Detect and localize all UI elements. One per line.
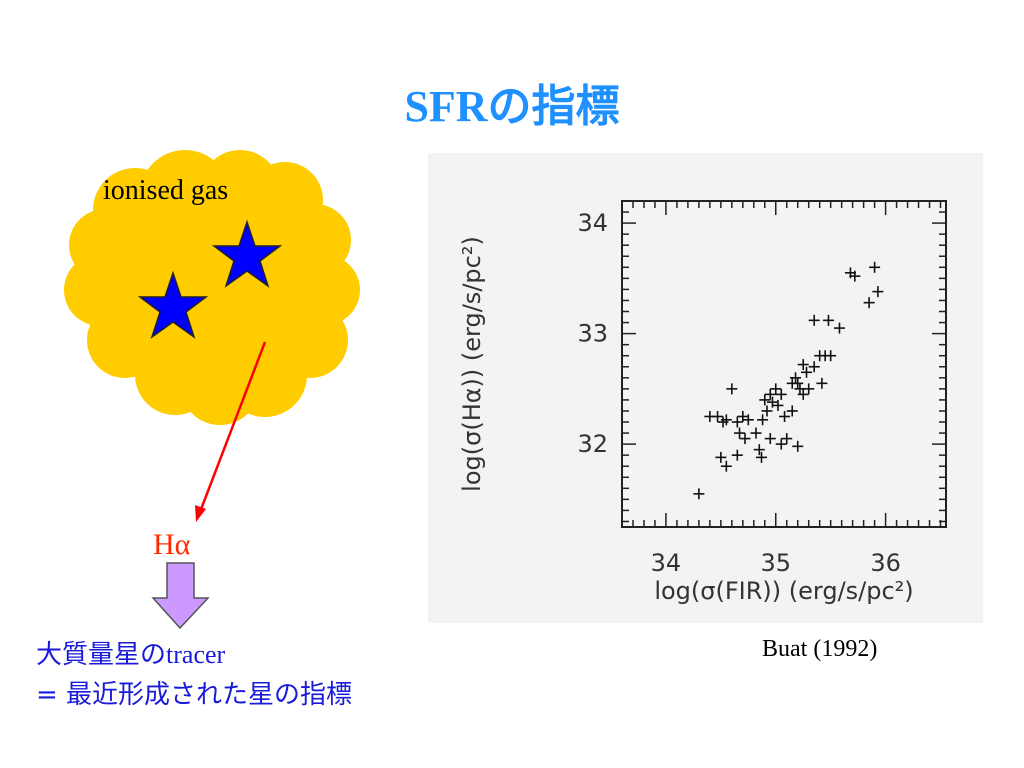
ionised-gas-cloud [64, 150, 360, 425]
x-tick-label: 36 [870, 549, 901, 577]
x-tick-label: 35 [760, 549, 791, 577]
y-axis-label: log(σ(Hα)) (erg/s/pc²) [458, 236, 486, 492]
data-point [808, 361, 820, 373]
data-point [797, 388, 809, 400]
data-point [790, 372, 802, 384]
star-icon [211, 219, 283, 288]
data-point [863, 297, 875, 309]
slide-title: SFRの指標 [404, 82, 620, 131]
scatter-plot-panel: 34 35 36 32 33 34 log(σ(FIR)) (erg/s/pc²) log… [428, 153, 983, 623]
data-point [786, 405, 798, 417]
data-point [720, 460, 732, 472]
data-point [731, 416, 743, 428]
data-point [755, 451, 767, 463]
data-point [869, 261, 881, 273]
data-point [734, 427, 746, 439]
data-point [779, 410, 791, 422]
data-point [693, 488, 705, 500]
data-point [822, 314, 834, 326]
data-point [770, 383, 782, 395]
data-point [808, 314, 820, 326]
data-point [759, 394, 771, 406]
tracer-en: tracer [166, 640, 226, 669]
emission-arrow [198, 341, 267, 513]
data-point [715, 451, 727, 463]
data-point [797, 359, 809, 371]
data-point [801, 366, 813, 378]
data-point [816, 377, 828, 389]
data-point [775, 438, 787, 450]
data-point [726, 383, 738, 395]
tracer-text: 大質量星のtracer [36, 634, 225, 671]
data-point [764, 388, 776, 400]
data-point [775, 388, 787, 400]
y-tick-label: 34 [577, 209, 608, 237]
data-point [761, 405, 773, 417]
y-tick-label: 33 [577, 320, 608, 348]
data-point [764, 433, 776, 445]
star-icon [137, 270, 209, 339]
data-point [731, 449, 743, 461]
indicator-text: = 最近形成された星の指標 [36, 680, 353, 710]
x-axis-label: log(σ(FIR)) (erg/s/pc²) [654, 577, 913, 605]
data-point [772, 399, 784, 411]
scatter-plot: 34 35 36 32 33 34 log(σ(FIR)) (erg/s/pc²) log… [458, 200, 947, 605]
citation: Buat (1992) [762, 636, 878, 662]
data-point [792, 440, 804, 452]
y-tick-label: 32 [577, 430, 608, 458]
cloud-shape [64, 150, 360, 425]
data-point [753, 444, 765, 456]
data-point [712, 410, 724, 422]
plot-frame [621, 200, 947, 528]
data-point [825, 350, 837, 362]
data-point [872, 286, 884, 298]
data-point [849, 270, 861, 282]
data-point [720, 414, 732, 426]
data-point [781, 433, 793, 445]
data-point [742, 414, 754, 426]
data-point [833, 322, 845, 334]
tracer-ja: 大質量星の [36, 640, 167, 670]
data-point [803, 383, 815, 395]
data-point [786, 377, 798, 389]
data-point [739, 433, 751, 445]
x-tick-label: 34 [651, 549, 682, 577]
down-arrow-icon [151, 562, 210, 630]
data-point [750, 427, 762, 439]
data-point [757, 414, 769, 426]
ionised-gas-label: ionised gas [103, 175, 229, 206]
halpha-label: Hα [153, 528, 191, 561]
emission-arrowhead [195, 505, 206, 522]
